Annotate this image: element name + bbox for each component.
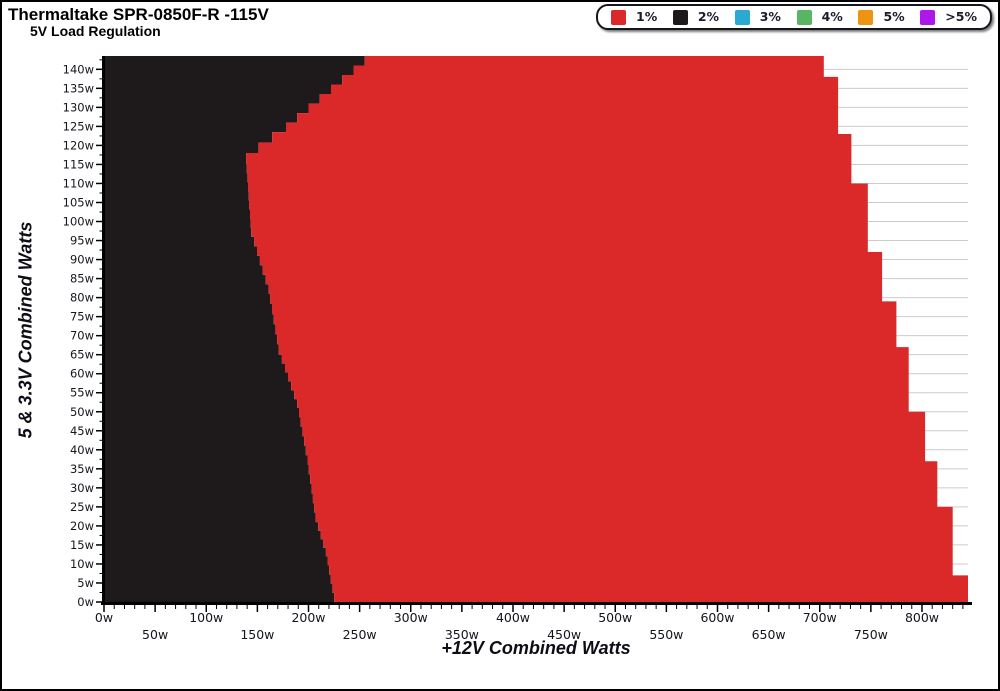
legend-swatch-3pct	[734, 9, 750, 25]
y-tick-label: 120w	[63, 138, 94, 152]
y-tick-label: 0w	[77, 595, 94, 609]
x-tick-label: 450w	[547, 627, 581, 642]
legend-item-label: >5%	[945, 8, 977, 24]
legend-swatch-5pct	[920, 9, 936, 25]
x-tick-label: 100w	[189, 610, 223, 625]
x-tick-label: 250w	[343, 627, 377, 642]
x-tick-label: 200w	[291, 610, 325, 625]
y-tick-label: 10w	[70, 557, 94, 571]
y-tick-label: 100w	[63, 215, 94, 229]
y-tick-label: 50w	[70, 405, 94, 419]
x-tick-label: 50w	[142, 627, 168, 642]
y-tick-label: 65w	[70, 348, 94, 362]
y-tick-label: 90w	[70, 253, 94, 267]
y-tick-label: 45w	[70, 424, 94, 438]
y-tick-label: 105w	[63, 195, 94, 209]
y-tick-label: 60w	[70, 367, 94, 381]
x-axis-title: +12V Combined Watts	[441, 638, 631, 658]
legend-swatch-5pct	[858, 9, 874, 25]
legend-item: 5%	[858, 8, 905, 25]
legend-item-label: 5%	[883, 8, 905, 24]
legend-item: >5%	[920, 8, 977, 25]
y-tick-label: 135w	[63, 81, 94, 95]
chart-subtitle: 5V Load Regulation	[30, 23, 161, 39]
y-tick-label: 5w	[77, 576, 94, 590]
y-tick-label: 80w	[70, 291, 94, 305]
x-tick-label: 750w	[854, 627, 888, 642]
y-tick-label: 20w	[70, 519, 94, 533]
legend-item: 4%	[796, 8, 843, 25]
y-tick-label: 55w	[70, 386, 94, 400]
legend: 1% 2% 3% 4% 5% >5%	[596, 4, 992, 30]
y-tick-label: 30w	[70, 481, 94, 495]
legend-item: 3%	[734, 8, 781, 25]
chart-title: Thermaltake SPR-0850F-R -115V	[8, 5, 269, 24]
legend-swatch-1pct	[611, 9, 626, 25]
legend-swatch-2pct	[672, 9, 688, 25]
legend-item-label: 3%	[759, 8, 781, 24]
legend-item: 1%	[611, 8, 658, 25]
y-tick-label: 85w	[70, 272, 94, 286]
legend-item: 2%	[672, 8, 720, 25]
y-tick-label: 70w	[70, 329, 94, 343]
x-tick-label: 350w	[445, 627, 479, 642]
y-tick-label: 115w	[63, 157, 94, 171]
y-tick-label: 75w	[70, 310, 94, 324]
legend-item-label: 2%	[697, 8, 720, 24]
x-tick-label: 400w	[496, 610, 530, 625]
legend-swatch-4pct	[796, 9, 812, 25]
x-tick-label: 800w	[905, 610, 939, 625]
x-tick-label: 600w	[700, 610, 734, 625]
legend-item-label: 4%	[821, 8, 843, 24]
y-tick-label: 25w	[70, 500, 94, 514]
x-tick-label: 0w	[95, 610, 113, 625]
y-tick-label: 40w	[70, 443, 94, 457]
y-tick-label: 125w	[63, 119, 94, 133]
y-axis-title: 5 & 3.3V Combined Watts	[15, 221, 36, 439]
x-tick-label: 150w	[240, 627, 274, 642]
y-tick-label: 95w	[70, 234, 94, 248]
y-tick-label: 130w	[63, 100, 94, 114]
x-tick-label: 700w	[803, 610, 837, 625]
x-tick-label: 650w	[752, 627, 786, 642]
region-1pct	[246, 56, 969, 602]
y-tick-label: 15w	[70, 538, 94, 552]
x-tick-label: 300w	[394, 610, 428, 625]
y-tick-label: 140w	[63, 62, 94, 76]
region-2pct	[104, 56, 376, 602]
y-tick-label: 110w	[63, 176, 94, 190]
x-tick-label: 550w	[649, 627, 683, 642]
legend-item-label: 1%	[636, 8, 658, 24]
y-tick-label: 35w	[70, 462, 94, 476]
x-tick-label: 500w	[598, 610, 632, 625]
